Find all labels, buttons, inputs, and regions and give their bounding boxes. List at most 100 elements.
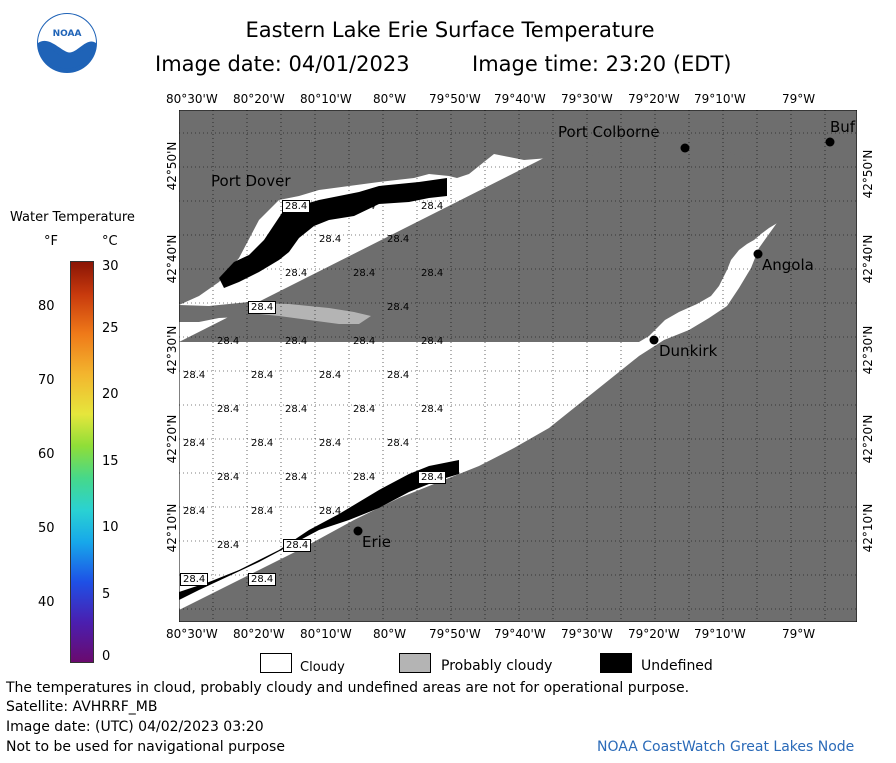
temp-label: 28.4: [421, 268, 444, 279]
lon-label: 79°10'W: [694, 627, 746, 641]
lon-label: 79°20'W: [628, 92, 680, 106]
lon-label: 79°50'W: [429, 627, 481, 641]
city-dot-erie: [353, 526, 363, 536]
map-canvas: [179, 110, 857, 622]
lon-label: 80°W: [373, 92, 407, 106]
colorbar-unit-c: °C: [102, 234, 118, 249]
temp-label: 28.4: [421, 201, 444, 212]
colorbar-title: Water Temperature: [10, 210, 135, 225]
satellite-text: Satellite: AVHRRF_MB: [6, 699, 158, 715]
f-tick: 60: [38, 447, 55, 462]
lon-label: 80°10'W: [300, 92, 352, 106]
lat-label: 42°50'N: [165, 141, 179, 191]
lon-label: 79°40'W: [494, 627, 546, 641]
temp-label: 28.4: [217, 404, 240, 415]
temp-label: 28.4: [418, 471, 447, 484]
probably-cloudy-area: [249, 303, 371, 324]
city-label-buffalo: Buf: [830, 118, 856, 136]
c-tick: 25: [102, 321, 119, 336]
f-tick: 50: [38, 521, 55, 536]
temp-label: 28.4: [217, 336, 240, 347]
f-tick: 70: [38, 373, 55, 388]
temp-label: 28.4: [319, 370, 342, 381]
temp-label: 28.4: [285, 472, 308, 483]
city-dot-angola: [753, 249, 763, 259]
legend-swatch-undefined: [600, 653, 632, 673]
temp-label: 28.4: [282, 200, 311, 213]
temp-label: 28.4: [387, 370, 410, 381]
f-tick: 80: [38, 299, 55, 314]
temp-label: 28.4: [319, 506, 342, 517]
legend-swatch-probably-cloudy: [399, 653, 431, 673]
image-date-label: Image date: 04/01/2023: [155, 52, 410, 76]
lon-label: 80°10'W: [300, 627, 352, 641]
lon-label: 80°30'W: [166, 92, 218, 106]
temp-label: 28.4: [319, 438, 342, 449]
lat-label: 42°30'N: [165, 325, 179, 375]
disclaimer-text: The temperatures in cloud, probably clou…: [6, 680, 690, 696]
lon-label: 79°50'W: [429, 92, 481, 106]
city-dot-buffalo: [825, 137, 835, 147]
north-land-2: [179, 110, 857, 305]
colorbar: [70, 261, 94, 663]
lat-label: 42°10'N: [165, 503, 179, 553]
temp-label: 28.4: [387, 234, 410, 245]
legend-label-cloudy: Cloudy: [300, 660, 345, 675]
c-tick: 30: [102, 259, 119, 274]
temp-label: 28.4: [248, 573, 277, 586]
page-title: Eastern Lake Erie Surface Temperature: [245, 18, 655, 42]
lat-label: 42°30'N: [861, 325, 875, 375]
lat-label: 42°20'N: [861, 414, 875, 464]
temp-label: 28.4: [421, 336, 444, 347]
lon-label: 79°20'W: [628, 627, 680, 641]
temp-label: 28.4: [180, 573, 209, 586]
legend-swatch-cloudy: [260, 653, 292, 673]
temp-label: 28.4: [183, 438, 206, 449]
noaa-logo: NOAA: [36, 12, 98, 74]
lon-label: 79°30'W: [561, 627, 613, 641]
city-dot-port-colborne: [680, 143, 690, 153]
temp-label: 28.4: [285, 336, 308, 347]
lon-label: 79°W: [782, 92, 816, 106]
temp-label: 28.4: [283, 539, 312, 552]
lon-label: 80°W: [373, 627, 407, 641]
undefined-north: [219, 178, 447, 288]
temp-label: 28.4: [217, 540, 240, 551]
nav-warning-text: Not to be used for navigational purpose: [6, 739, 285, 755]
temp-label: 28.4: [319, 234, 342, 245]
temp-label: 28.4: [421, 404, 444, 415]
c-tick: 20: [102, 387, 119, 402]
credit-text: NOAA CoastWatch Great Lakes Node: [597, 739, 855, 755]
lon-label: 80°20'W: [233, 627, 285, 641]
lat-label: 42°20'N: [165, 414, 179, 464]
colorbar-unit-f: °F: [44, 234, 58, 249]
c-tick: 0: [102, 649, 111, 664]
legend-label-probably-cloudy: Probably cloudy: [441, 658, 553, 674]
logo-text: NOAA: [53, 29, 82, 39]
f-tick: 40: [38, 595, 55, 610]
temp-label: 28.4: [387, 302, 410, 313]
temp-label: 28.4: [251, 438, 274, 449]
south-land: [179, 120, 857, 622]
north-land: [179, 110, 857, 342]
temp-label: 28.4: [353, 201, 376, 212]
image-time-label: Image time: 23:20 (EDT): [472, 52, 732, 76]
utc-date-text: Image date: (UTC) 04/02/2023 03:20: [6, 719, 264, 735]
lat-label: 42°10'N: [861, 503, 875, 553]
undefined-south: [179, 460, 459, 600]
temp-label: 28.4: [353, 268, 376, 279]
temp-label: 28.4: [251, 370, 274, 381]
lat-label: 42°40'N: [165, 234, 179, 284]
c-tick: 10: [102, 520, 119, 535]
temp-label: 28.4: [248, 301, 277, 314]
lon-label: 80°20'W: [233, 92, 285, 106]
lon-label: 79°10'W: [694, 92, 746, 106]
temp-label: 28.4: [353, 472, 376, 483]
temp-label: 28.4: [353, 404, 376, 415]
temp-label: 28.4: [183, 370, 206, 381]
lon-label: 79°40'W: [494, 92, 546, 106]
lon-label: 80°30'W: [166, 627, 218, 641]
legend-label-undefined: Undefined: [641, 658, 713, 674]
temp-label: 28.4: [183, 506, 206, 517]
city-label-port-dover: Port Dover: [211, 172, 291, 190]
